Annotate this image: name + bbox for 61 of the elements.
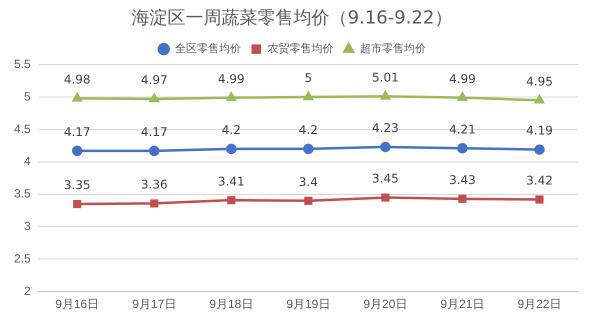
x-tick-label: 9月18日 [209, 297, 254, 312]
data-label: 4.21 [449, 122, 476, 136]
data-label: 5 [304, 71, 312, 86]
point [304, 92, 314, 100]
y-tick-label: 2 [24, 284, 31, 298]
point [226, 144, 237, 154]
data-label: 4.98 [64, 72, 91, 86]
data-label: 4.95 [526, 74, 553, 88]
data-label: 4.17 [64, 124, 91, 139]
point [303, 144, 314, 154]
point [458, 194, 467, 203]
legend-label: 农贸零售均价 [267, 42, 334, 56]
data-label: 3.41 [218, 174, 245, 188]
y-tick-label: 5.5 [14, 56, 31, 71]
point [457, 143, 468, 154]
data-label: 3.42 [526, 174, 553, 188]
data-label: 5.01 [372, 70, 399, 85]
data-label: 3.43 [449, 172, 476, 187]
data-label: 3.45 [372, 172, 399, 186]
y-tick-label: 4.5 [14, 122, 31, 136]
point [150, 94, 159, 102]
data-label: 4.17 [140, 124, 168, 139]
x-tick-label: 9月17日 [132, 297, 176, 312]
x-tick-label: 9月22日 [517, 297, 562, 312]
x-tick-label: 9月19日 [286, 297, 330, 312]
point [304, 196, 312, 205]
data-label: 4.23 [372, 121, 399, 136]
point [535, 195, 544, 204]
point [534, 95, 544, 104]
data-label: 4.99 [218, 72, 245, 86]
data-label: 4.19 [526, 124, 553, 138]
point [226, 92, 236, 101]
point [227, 196, 236, 204]
point [72, 93, 82, 102]
data-label: 3.36 [140, 178, 168, 192]
data-label: 4.97 [140, 73, 168, 88]
y-tick-label: 5 [24, 89, 31, 104]
y-tick-label: 4 [24, 154, 31, 168]
point [149, 146, 160, 156]
data-label: 4.99 [449, 72, 476, 86]
point [380, 142, 391, 152]
point [534, 144, 545, 155]
point [381, 193, 390, 202]
chart-title: 海淀区一周蔬菜零售均价（9.16-9.22） [132, 7, 452, 28]
point [150, 199, 158, 208]
y-tick-label: 2.5 [14, 251, 31, 266]
data-label: 3.35 [64, 178, 91, 192]
legend-label: 超市零售均价 [360, 42, 426, 56]
point [380, 91, 390, 100]
point [73, 200, 82, 208]
point [72, 146, 82, 156]
data-label: 3.4 [298, 174, 318, 189]
data-label: 4.2 [222, 123, 241, 138]
x-tick-label: 9月20日 [363, 297, 408, 312]
point [458, 92, 468, 101]
x-tick-label: 9月21日 [440, 297, 484, 312]
legend-label: 全区零售均价 [174, 43, 241, 56]
y-tick-label: 3 [24, 219, 31, 234]
x-tick-label: 9月16日 [55, 297, 100, 312]
y-tick-label: 3.5 [14, 186, 31, 201]
data-label: 4.2 [298, 123, 318, 138]
